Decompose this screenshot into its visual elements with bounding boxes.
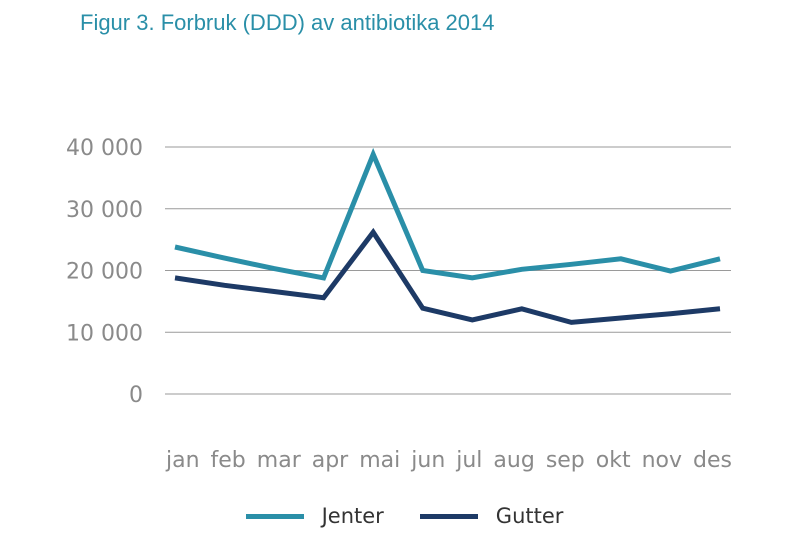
y-tick-label: 40 000: [66, 136, 143, 161]
legend-label-jenter: Jenter: [321, 504, 384, 528]
series-line-jenter: [174, 147, 721, 281]
y-tick-label: 0: [129, 383, 143, 408]
x-tick-label: okt: [596, 448, 631, 473]
x-tick-label: jan: [165, 448, 200, 473]
y-tick-label: 30 000: [66, 198, 143, 223]
legend-label-gutter: Gutter: [495, 504, 564, 528]
legend-swatch-jenter: [245, 513, 304, 519]
y-tick-label: 10 000: [66, 321, 143, 346]
legend-item-gutter: Gutter: [419, 504, 564, 528]
x-tick-label: mai: [359, 448, 400, 473]
x-tick-label: feb: [211, 448, 246, 473]
x-tick-label: des: [693, 448, 732, 473]
x-tick-label: sep: [546, 448, 585, 473]
series-lines: [174, 147, 721, 325]
x-tick-label: nov: [642, 448, 682, 473]
y-axis-tick-labels: 0 10 000 20 000 30 000 40 000: [66, 136, 143, 408]
x-tick-label: aug: [493, 448, 534, 473]
gridlines: [165, 146, 731, 395]
x-tick-label: jul: [455, 448, 482, 473]
x-tick-label: apr: [312, 448, 349, 473]
x-axis-tick-labels: jan feb mar apr mai jun jul aug sep okt nov des: [165, 448, 732, 473]
chart-title: Figur 3. Forbruk (DDD) av antibiotika 20…: [80, 10, 495, 35]
x-tick-label: jun: [410, 448, 445, 473]
series-line-gutter: [174, 227, 721, 325]
line-chart: 0 10 000 20 000 30 000 40 000 jan feb mar apr ma…: [66, 136, 732, 473]
x-tick-label: mar: [257, 448, 302, 473]
legend-swatch-gutter: [419, 513, 478, 519]
legend-item-jenter: Jenter: [245, 504, 384, 528]
y-tick-label: 20 000: [66, 260, 143, 285]
legend: Jenter Gutter: [0, 504, 809, 528]
